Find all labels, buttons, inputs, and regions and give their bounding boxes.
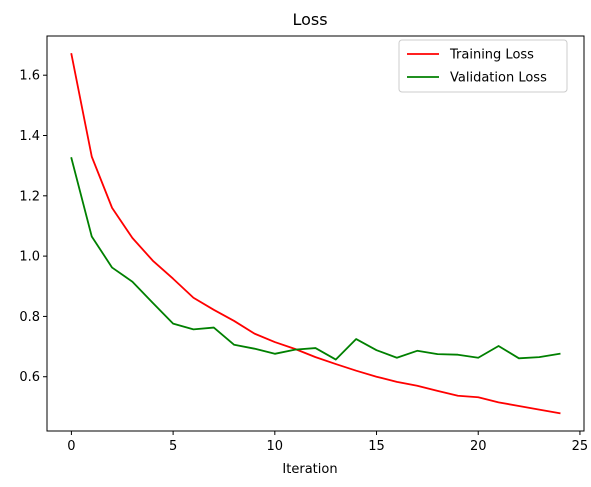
- y-tick-label: 1.2: [19, 189, 40, 204]
- y-tick-label: 0.6: [19, 370, 40, 385]
- legend-label: Training Loss: [449, 48, 534, 63]
- x-axis-title: Iteration: [282, 462, 337, 477]
- y-tick-label: 1.4: [19, 129, 40, 144]
- legend-box: [398, 39, 568, 93]
- series-line-validation-loss: [70, 157, 561, 361]
- y-tick-label: 0.8: [19, 310, 40, 325]
- x-tick-label: 20: [470, 439, 487, 454]
- x-tick-label: 5: [169, 439, 177, 454]
- y-tick-label: 1.6: [19, 69, 40, 84]
- x-axis: 0 5 10 15 20 25: [67, 431, 588, 454]
- y-tick-label: 1.0: [19, 250, 40, 265]
- y-axis: 0.6 0.8 1.0 1.2 1.4 1.6: [19, 69, 47, 385]
- chart-marks: [70, 53, 561, 415]
- chart-title: Loss: [292, 10, 327, 29]
- x-tick-label: 10: [267, 439, 284, 454]
- x-tick-label: 25: [572, 439, 589, 454]
- x-tick-label: 15: [368, 439, 385, 454]
- x-tick-label: 0: [67, 439, 75, 454]
- legend-label: Validation Loss: [450, 71, 547, 86]
- legend: Training Loss Validation Loss: [398, 39, 568, 93]
- plot-frame: [46, 35, 585, 432]
- series-line-training-loss: [70, 53, 561, 415]
